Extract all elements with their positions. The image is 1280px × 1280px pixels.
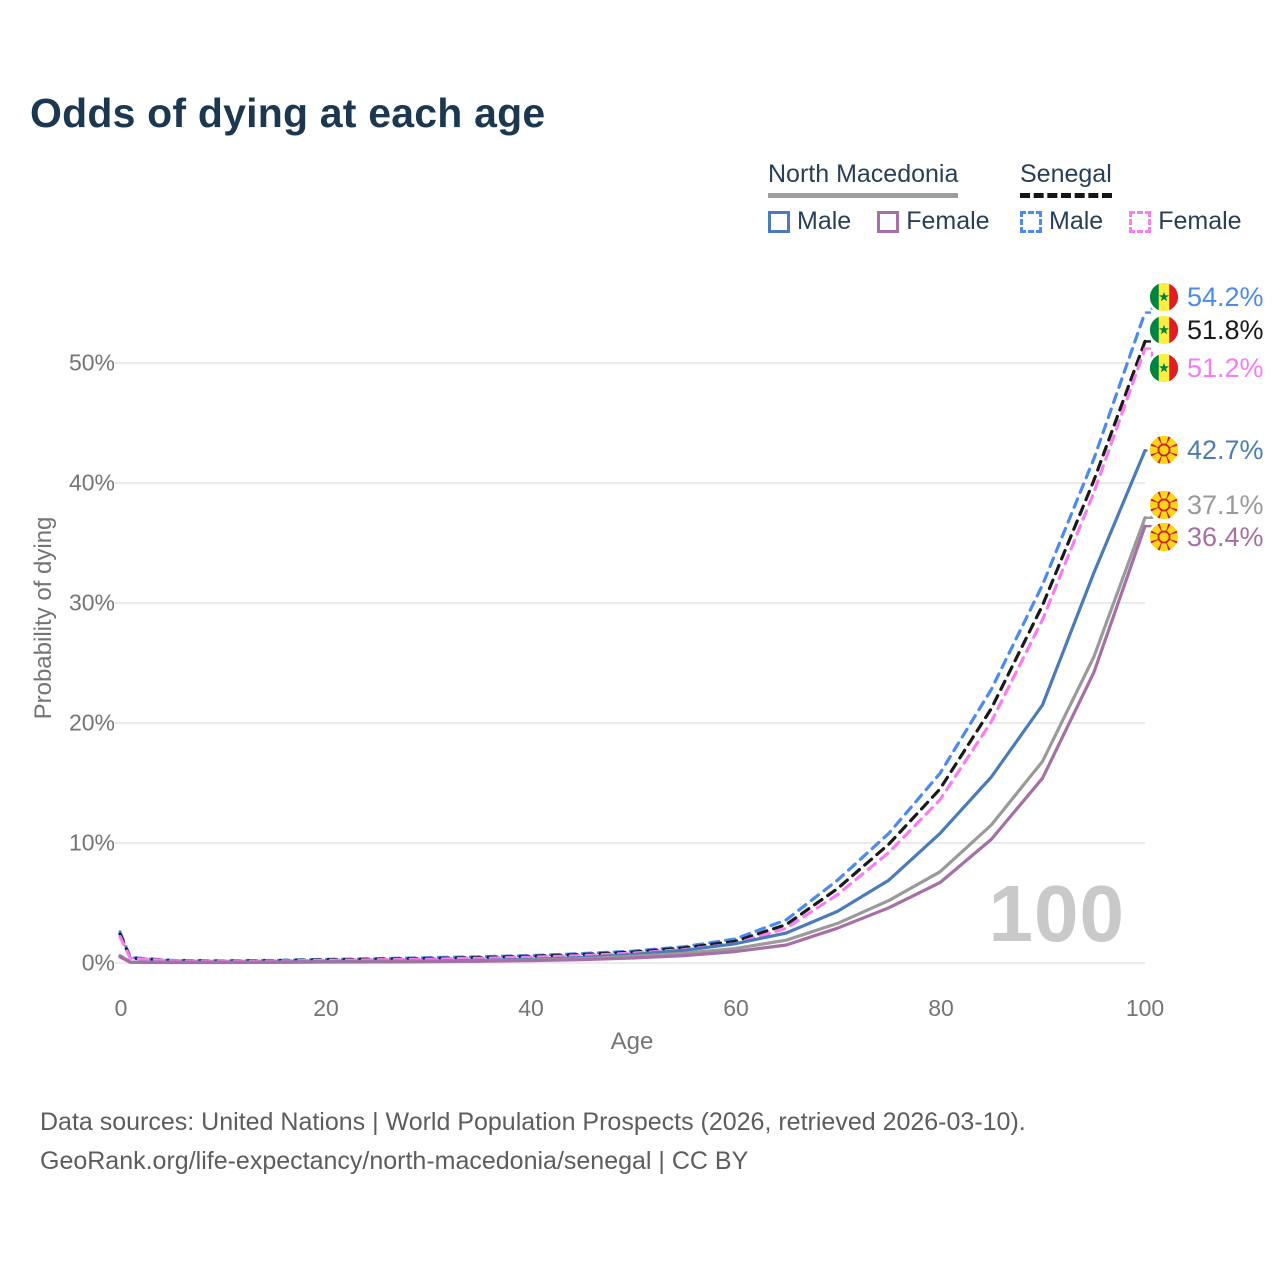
- senegal-flag-icon: [1146, 279, 1182, 315]
- y-tick-40: 40%: [68, 469, 115, 496]
- x-tick-100: 100: [1125, 995, 1165, 1021]
- legend-item-label: Female: [906, 207, 990, 235]
- y-axis-title: Probability of dying: [30, 516, 57, 720]
- series-line-senegal-male: [118, 311, 1147, 963]
- series-line-senegal-female: [118, 347, 1147, 963]
- series-lines: [118, 311, 1147, 965]
- legend-item-sn-male[interactable]: Male: [1020, 207, 1103, 236]
- x-tick-20: 20: [313, 995, 339, 1021]
- end-label-senegal-female: 51.2%: [1146, 350, 1264, 386]
- end-label-senegal-both: 51.8%: [1146, 312, 1264, 348]
- legend-country-label: North Macedonia: [768, 160, 959, 198]
- legend-item-sn-female[interactable]: Female: [1129, 207, 1242, 236]
- line-swatch-solid-blue-icon: [768, 210, 790, 233]
- line-swatch-dashed-pink-icon: [1129, 210, 1152, 233]
- legend-item-label: Female: [1158, 207, 1242, 235]
- x-tick-0: 0: [114, 995, 128, 1021]
- end-value: 51.2%: [1187, 352, 1264, 383]
- legend-group-senegal: Senegal Male Female: [1020, 160, 1242, 236]
- y-tick-0: 0%: [81, 949, 115, 976]
- end-value: 36.4%: [1187, 521, 1264, 552]
- north-macedonia-flag-icon: [1146, 519, 1182, 555]
- legend-country-label: Senegal: [1020, 160, 1112, 198]
- series-line-north-macedonia-female: [118, 524, 1147, 965]
- end-value: 37.1%: [1187, 489, 1264, 520]
- line-swatch-solid-purple-icon: [877, 210, 900, 233]
- data-sources-text: Data sources: United Nations | World Pop…: [40, 1108, 1026, 1136]
- y-tick-30: 30%: [68, 589, 115, 616]
- end-value: 51.8%: [1187, 314, 1264, 345]
- x-tick-60: 60: [723, 995, 749, 1021]
- label-connector: [1145, 347, 1159, 370]
- chart-title: Odds of dying at each age: [30, 90, 546, 136]
- x-tick-80: 80: [928, 995, 954, 1021]
- y-tick-20: 20%: [68, 709, 115, 736]
- legend-item-label: Male: [797, 207, 852, 235]
- end-value: 54.2%: [1187, 281, 1264, 312]
- line-swatch-dashed-blue-icon: [1020, 210, 1042, 233]
- legend-item-nm-male[interactable]: Male: [768, 207, 851, 236]
- legend-item-label: Male: [1049, 207, 1104, 235]
- north-macedonia-flag-icon: [1146, 487, 1182, 523]
- end-label-nm-both: 37.1%: [1146, 487, 1264, 523]
- y-tick-50: 50%: [68, 349, 115, 376]
- end-label-senegal-male: 54.2%: [1146, 279, 1264, 315]
- age-watermark: 100: [988, 869, 1125, 958]
- y-tick-10: 10%: [68, 829, 115, 856]
- end-label-nm-female: 36.4%: [1146, 519, 1264, 555]
- end-label-nm-male: 42.7%: [1146, 432, 1264, 468]
- x-axis-title: Age: [610, 1028, 654, 1055]
- attribution-text: GeoRank.org/life-expectancy/north-macedo…: [40, 1147, 749, 1175]
- legend-item-nm-female[interactable]: Female: [877, 207, 990, 236]
- senegal-flag-icon: [1146, 350, 1182, 386]
- x-tick-40: 40: [518, 995, 544, 1021]
- senegal-flag-icon: [1146, 312, 1182, 348]
- legend-group-north-macedonia: North Macedonia Male Female: [768, 160, 990, 236]
- end-value: 42.7%: [1187, 434, 1264, 465]
- north-macedonia-flag-icon: [1146, 432, 1182, 468]
